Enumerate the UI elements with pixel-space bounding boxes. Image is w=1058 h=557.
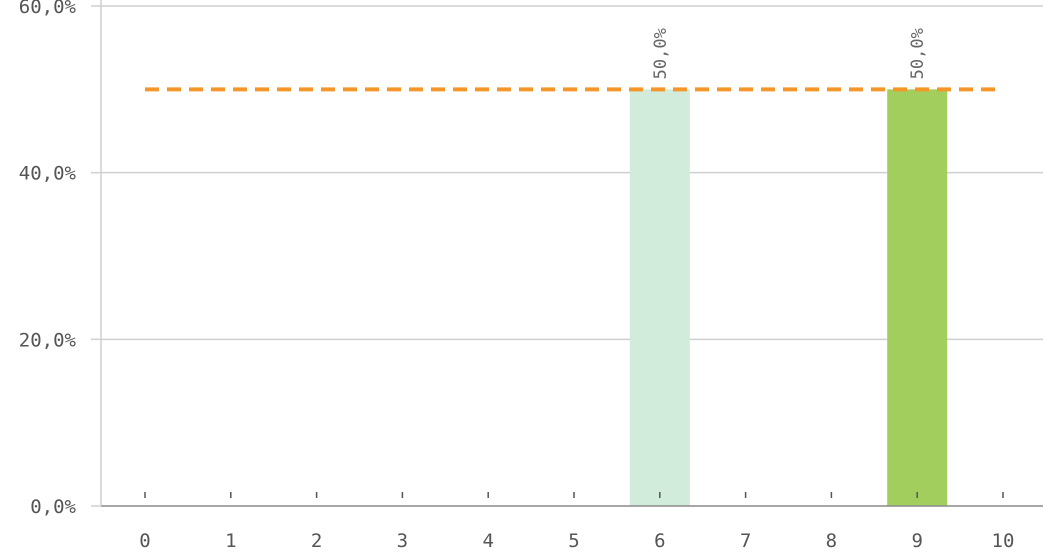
data-label-9: 50,0% xyxy=(908,28,928,79)
x-tick-label-8: 8 xyxy=(826,530,837,552)
bar-9 xyxy=(887,89,948,506)
bars xyxy=(629,89,948,506)
y-tick-label-3: 60,0% xyxy=(19,0,77,18)
x-tick-label-7: 7 xyxy=(740,530,751,552)
gridlines xyxy=(101,5,1043,341)
y-axis: 0,0% 20,0% 40,0% 60,0% xyxy=(19,0,102,518)
data-label-6: 50,0% xyxy=(651,28,671,79)
x-tick-label-0: 0 xyxy=(139,530,150,552)
x-tick-label-3: 3 xyxy=(397,530,408,552)
x-tick-label-4: 4 xyxy=(482,530,493,552)
y-tick-label-1: 20,0% xyxy=(19,329,77,351)
x-axis: 0 1 2 3 4 5 6 7 8 9 10 xyxy=(101,492,1043,552)
x-tick-label-9: 9 xyxy=(911,530,922,552)
y-tick-label-2: 40,0% xyxy=(19,163,77,185)
data-labels: 50,0% 50,0% xyxy=(651,28,928,79)
x-tick-label-5: 5 xyxy=(568,530,579,552)
bar-6 xyxy=(629,89,690,506)
y-tick-label-0: 0,0% xyxy=(30,496,76,518)
x-tick-label-10: 10 xyxy=(992,530,1015,552)
x-tick-label-1: 1 xyxy=(225,530,236,552)
x-tick-label-2: 2 xyxy=(311,530,322,552)
x-tick-label-6: 6 xyxy=(654,530,665,552)
